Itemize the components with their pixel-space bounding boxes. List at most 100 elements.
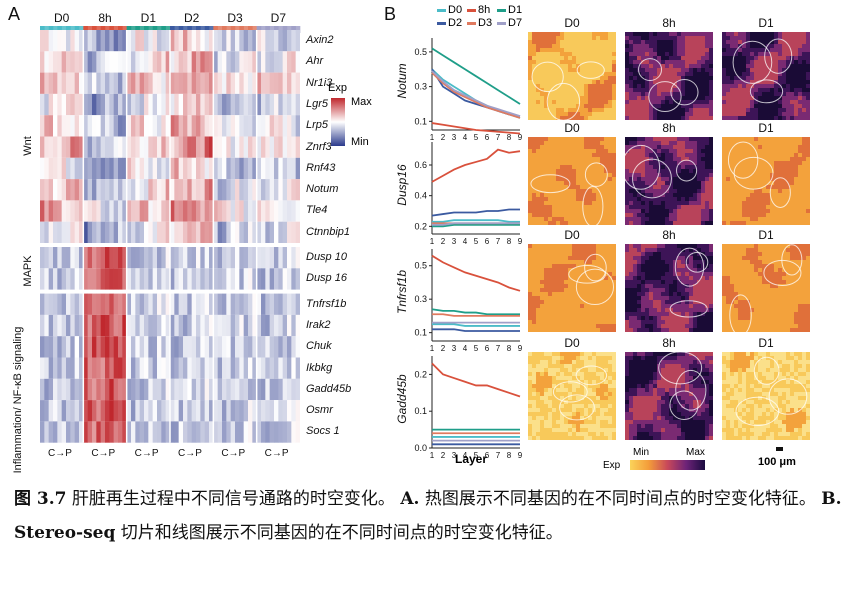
heatmap-cell [135,268,140,290]
tile-pixel [536,312,541,317]
tile-pixel [762,177,767,182]
tile-pixel [596,48,601,53]
tile-pixel [778,92,783,97]
heatmap-cell [226,314,231,337]
tile-pixel [588,48,593,53]
tile-pixel [600,189,605,194]
heatmap-cell [161,268,166,290]
tile-pixel [532,32,537,37]
tile-pixel [657,248,662,253]
heatmap-cell [243,357,249,379]
tile-pixel [758,185,763,190]
tile-pixel [600,145,605,150]
heatmap-cell [261,179,266,201]
tile-pixel [604,181,609,186]
lineplot-ytick-label: 0.3 [414,82,427,92]
tile-pixel [564,181,569,186]
tile-pixel [540,205,545,210]
tile-pixel [734,205,739,210]
tile-pixel [689,80,694,85]
tile-pixel [600,161,605,166]
heatmap-cell [209,136,214,158]
tile-pixel [608,80,613,85]
heatmap-cell [122,136,127,158]
heatmap-cell [252,421,257,443]
tile-pixel [794,100,799,105]
tile-pixel [774,108,779,113]
tile-pixel [766,36,771,41]
tile-pixel [730,221,735,225]
tile-pixel [576,288,581,293]
tile-pixel [641,280,646,285]
tile-pixel [584,161,589,166]
tile-pixel [637,173,642,178]
tile-pixel [592,197,597,202]
timepoint-bar-segment [109,26,114,33]
tile-pixel [568,112,573,117]
tile-pixel [730,213,735,218]
tile-pixel [629,280,634,285]
heatmap-cell [252,115,257,137]
tile-pixel [528,32,533,37]
tile-pixel [625,96,630,101]
tile-pixel [641,288,646,293]
tile-pixel [677,80,682,85]
tile-pixel [798,173,803,178]
tile-pixel [705,76,710,81]
tile-pixel [705,209,710,214]
tile-pixel [782,169,787,174]
tile-pixel [657,209,662,214]
tile-pixel [580,116,585,120]
tile-pixel [806,149,810,154]
tile-pixel [750,36,755,41]
tile-pixel [552,296,557,301]
heatmap-cell [239,293,244,315]
tile-pixel [685,193,690,198]
tile-pixel [681,76,686,81]
heatmap-cell [105,336,110,358]
tile-pixel [608,48,613,53]
series-line-D0 [432,323,520,327]
heatmap-cell [118,221,123,243]
tile-pixel [588,312,593,317]
tile-pixel [657,260,662,265]
tile-pixel [653,272,658,277]
tile-pixel [677,141,682,146]
tile-pixel [750,217,755,222]
tile-pixel [770,201,775,206]
tile-pixel [730,217,735,222]
tile-pixel [600,60,605,65]
tile-pixel [596,169,601,174]
heatmap-cell [148,179,153,201]
heatmap-cell [226,247,231,269]
tile-pixel [758,60,763,65]
heatmap-cell [66,336,71,358]
heatmap-cell [83,93,88,116]
tile-pixel [661,64,666,69]
tile-pixel [701,116,706,120]
heatmap-cell [157,314,162,337]
tile-pixel [568,201,573,206]
heatmap-cell [243,268,249,290]
tile-pixel [782,189,787,194]
tile-pixel [649,96,654,101]
tile-pixel [673,173,678,178]
tile-pixel [633,280,638,285]
heatmap-cell [83,421,88,443]
tile-pixel [528,161,533,166]
tile-pixel [649,252,654,257]
heatmap-cell [265,221,270,243]
tile-pixel [568,300,573,305]
tile-pixel [750,108,755,113]
heatmap-cell [269,115,275,137]
heatmap-cell [92,72,97,94]
tile-pixel [794,205,799,210]
tile-pixel [560,137,565,142]
tile-pixel [544,217,549,222]
tile-pixel [564,189,569,194]
tile-pixel [798,68,803,73]
heatmap-cell [191,268,197,290]
tile-pixel [734,32,739,37]
tile-pixel [726,116,731,120]
tile-pixel [572,284,577,289]
